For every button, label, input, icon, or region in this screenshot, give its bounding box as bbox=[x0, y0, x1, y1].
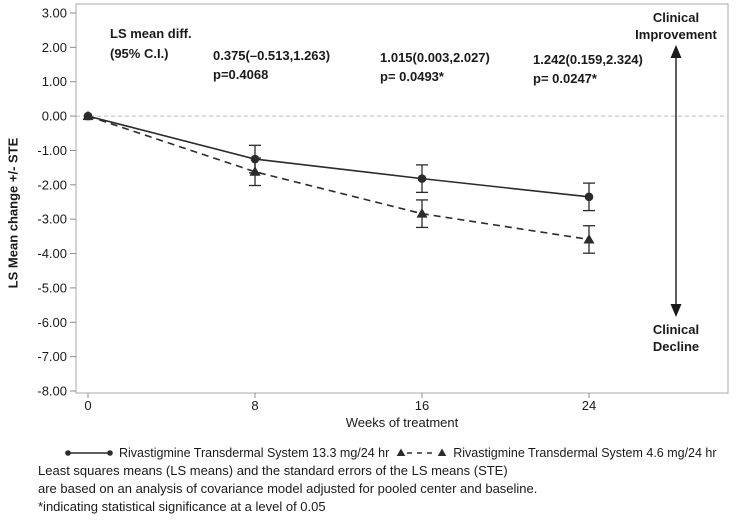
data-point-circle bbox=[83, 111, 93, 121]
footnote-line2: are based on an analysis of covariance m… bbox=[38, 481, 538, 496]
y-axis-tick-label: 1.00 bbox=[42, 74, 67, 89]
stat-annotation-week16: 1.015(0.003,2.027) p= 0.0493* bbox=[380, 48, 490, 86]
legend: Rivastigmine Transdermal System 13.3 mg/… bbox=[64, 445, 719, 461]
data-point-circle bbox=[584, 192, 594, 202]
y-axis-tick-label: 2.00 bbox=[42, 40, 67, 55]
x-axis-tick-label: 8 bbox=[251, 398, 258, 413]
data-point-circle bbox=[417, 174, 427, 183]
arrow-up-icon bbox=[670, 45, 682, 58]
y-axis-tick-label: -1.00 bbox=[37, 143, 67, 158]
stat-week16-diff: 1.015(0.003,2.027) bbox=[380, 50, 490, 65]
legend-dashed-triangle-swatch-icon bbox=[396, 448, 447, 456]
footnotes: Least squares means (LS means) and the s… bbox=[38, 462, 537, 516]
x-axis-tick-label: 16 bbox=[415, 398, 429, 413]
y-axis-tick-label: 3.00 bbox=[42, 6, 67, 21]
clinical-decline-line1: Clinical bbox=[652, 322, 700, 337]
stat-week16-pvalue: p= 0.0493* bbox=[380, 69, 444, 84]
stat-week24-diff: 1.242(0.159,2.324) bbox=[533, 52, 643, 67]
data-point-circle bbox=[250, 154, 260, 164]
footnote-line1: Least squares means (LS means) and the s… bbox=[38, 463, 508, 478]
data-point-triangle bbox=[583, 233, 595, 244]
data-point-triangle bbox=[416, 208, 428, 218]
legend-solid-circle-swatch-icon bbox=[65, 450, 113, 456]
y-axis-tick-label: -3.00 bbox=[37, 212, 67, 227]
footnote-line3: *indicating statistical significance at … bbox=[38, 499, 326, 514]
y-axis-tick-label: -4.00 bbox=[37, 246, 67, 261]
plot-border bbox=[75, 3, 729, 394]
y-axis-tick-label: -5.00 bbox=[37, 280, 67, 295]
legend-label-13-3mg: Rivastigmine Transdermal System 13.3 mg/… bbox=[119, 446, 390, 460]
x-axis-title: Weeks of treatment bbox=[345, 415, 459, 430]
clinical-improvement-line2: Improvement bbox=[635, 27, 717, 42]
ls-mean-diff-header: LS mean diff. (95% C.I.) bbox=[110, 24, 192, 64]
stat-week8-pvalue: p=0.4068 bbox=[213, 67, 269, 82]
y-axis-title: LS Mean change +/- STE bbox=[5, 137, 21, 289]
y-axis-tick-label: -8.00 bbox=[37, 384, 67, 399]
y-axis-tick-label: 0.00 bbox=[42, 109, 67, 124]
x-axis-tick-label: 24 bbox=[582, 398, 596, 413]
stat-annotation-week24: 1.242(0.159,2.324) p= 0.0247* bbox=[533, 50, 643, 88]
clinical-improvement-label: Clinical Improvement bbox=[616, 9, 736, 43]
y-axis-tick-label: -2.00 bbox=[37, 177, 67, 192]
ls-mean-diff-header-line2: (95% C.I.) bbox=[110, 46, 169, 61]
y-axis-tick-label: -7.00 bbox=[37, 349, 67, 364]
series-line-13-3mg bbox=[87, 115, 590, 198]
stat-annotation-week8: 0.375(–0.513,1.263) p=0.4068 bbox=[213, 46, 330, 84]
ls-mean-diff-header-line1: LS mean diff. bbox=[110, 26, 192, 41]
x-axis-tick-label: 0 bbox=[84, 398, 91, 413]
stat-week24-pvalue: p= 0.0247* bbox=[533, 71, 597, 86]
clinical-decline-line2: Decline bbox=[652, 339, 700, 354]
series-line-4-6mg bbox=[87, 115, 590, 241]
legend-label-4-6mg: Rivastigmine Transdermal System 4.6 mg/2… bbox=[453, 446, 717, 460]
clinical-decline-label: Clinical Decline bbox=[626, 321, 726, 355]
y-axis-tick-label: -6.00 bbox=[37, 315, 67, 330]
data-point-triangle bbox=[249, 166, 261, 176]
clinical-improvement-line1: Clinical bbox=[652, 10, 700, 25]
arrow-down-icon bbox=[670, 304, 682, 317]
stat-week8-diff: 0.375(–0.513,1.263) bbox=[213, 48, 331, 63]
